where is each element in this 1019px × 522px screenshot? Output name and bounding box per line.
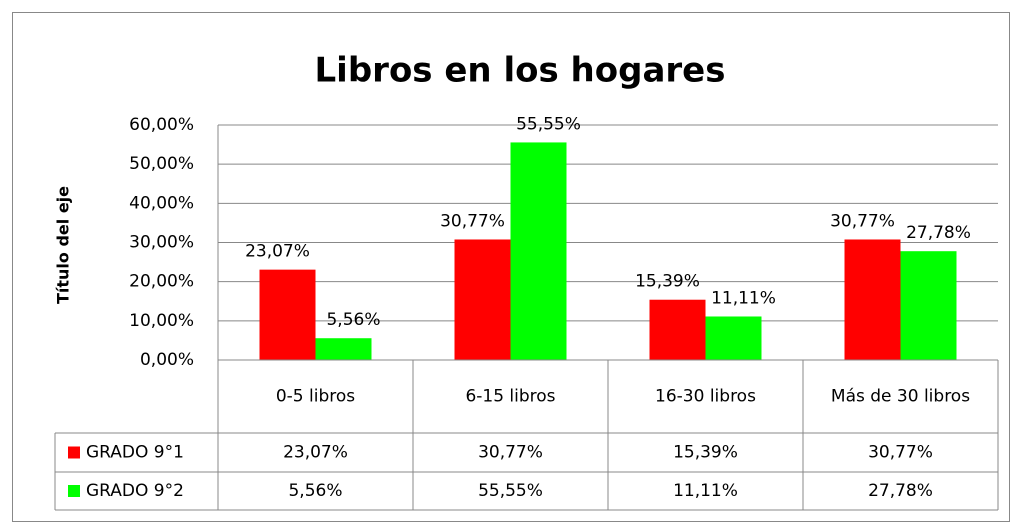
data-label: 27,78%	[906, 223, 971, 243]
legend-swatch	[68, 485, 80, 497]
data-label: 5,56%	[326, 310, 380, 330]
table-cell: 30,77%	[478, 443, 543, 463]
bar	[649, 299, 706, 360]
category-label: 6-15 libros	[465, 387, 555, 407]
y-tick-label: 0,00%	[140, 350, 194, 370]
bar	[844, 239, 901, 360]
legend-label: GRADO 9°1	[86, 443, 184, 463]
bar	[454, 239, 511, 360]
bar	[315, 338, 372, 360]
bar	[900, 251, 957, 360]
table-cell: 55,55%	[478, 481, 543, 501]
data-label: 11,11%	[711, 288, 776, 308]
data-label: 30,77%	[440, 211, 505, 231]
category-label: Más de 30 libros	[831, 387, 970, 407]
y-tick-label: 30,00%	[129, 233, 194, 253]
bar	[510, 142, 567, 360]
category-label: 16-30 libros	[655, 387, 756, 407]
table-cell: 5,56%	[288, 481, 342, 501]
table-cell: 23,07%	[283, 443, 348, 463]
legend-label: GRADO 9°2	[86, 481, 184, 501]
y-tick-label: 50,00%	[129, 154, 194, 174]
chart-title: Libros en los hogares	[315, 51, 726, 91]
y-tick-label: 60,00%	[129, 115, 194, 135]
table-cell: 15,39%	[673, 443, 738, 463]
data-label: 23,07%	[245, 242, 310, 262]
y-tick-label: 20,00%	[129, 272, 194, 292]
y-tick-label: 40,00%	[129, 193, 194, 213]
data-label: 30,77%	[830, 211, 895, 231]
category-label: 0-5 libros	[276, 387, 355, 407]
table-cell: 27,78%	[868, 481, 933, 501]
data-label: 55,55%	[516, 114, 581, 134]
bar	[705, 316, 762, 360]
y-tick-label: 10,00%	[129, 311, 194, 331]
y-axis-title: Título del eje	[54, 186, 73, 304]
data-label: 15,39%	[635, 272, 700, 292]
table-cell: 30,77%	[868, 443, 933, 463]
legend-swatch	[68, 446, 80, 459]
table-cell: 11,11%	[673, 481, 738, 501]
bar	[259, 269, 316, 360]
